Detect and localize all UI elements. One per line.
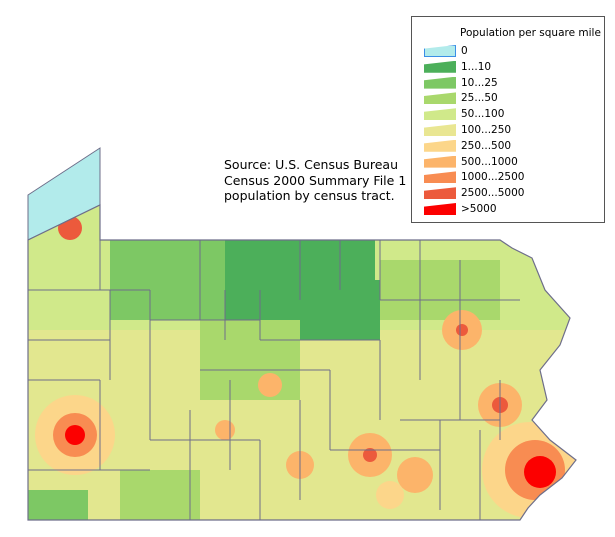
legend-label: 25...50: [461, 92, 498, 105]
legend-item: 2500...5000: [424, 186, 524, 200]
legend-label: >5000: [461, 203, 497, 215]
legend-item: 25...50: [424, 91, 498, 105]
legend-item: 500...1000: [424, 155, 518, 169]
legend-label: 50...100: [461, 108, 505, 121]
source-line: Source: U.S. Census Bureau: [224, 157, 399, 172]
legend-swatch: [424, 124, 456, 136]
legend-item: 50...100: [424, 107, 504, 121]
legend-swatch: [424, 155, 456, 168]
legend-swatch: [424, 60, 456, 73]
legend-swatch: [424, 139, 456, 152]
source-line: population by census tract.: [224, 188, 395, 203]
legend-item: 100...250: [424, 123, 511, 137]
legend-swatch: [424, 108, 456, 121]
legend-swatch: [424, 203, 456, 215]
legend-label: 0: [461, 45, 468, 57]
legend-swatch: [424, 187, 456, 200]
legend-label: 250...500: [461, 139, 512, 152]
legend-item: >5000: [424, 202, 497, 216]
state-outline: [27, 204, 577, 521]
legend-item: 1000...2500: [424, 170, 524, 184]
legend-title: Population per square mile: [460, 27, 601, 39]
legend-label: 2500...5000: [461, 187, 525, 200]
legend-item: 1...10: [424, 60, 491, 74]
source-note: Source: U.S. Census Bureau Census 2000 S…: [224, 157, 406, 204]
legend-label: 1...10: [461, 60, 492, 73]
legend-label: 100...250: [461, 124, 512, 136]
legend-swatch: [424, 92, 456, 105]
legend-swatch: [424, 45, 456, 57]
legend-label: 1000...2500: [461, 171, 525, 184]
legend-label: 500...1000: [461, 155, 518, 168]
source-line: Census 2000 Summary File 1: [224, 172, 407, 188]
legend-swatch: [424, 76, 456, 89]
census-tracts: [28, 205, 576, 520]
legend: Population per square mile 0 1...10 10...2…: [411, 16, 605, 223]
legend-swatch: [424, 171, 456, 184]
legend-label: 10...25: [461, 76, 498, 89]
county-borders: [28, 240, 520, 520]
legend-item: 250...500: [424, 139, 511, 153]
legend-item: 10...25: [424, 76, 498, 90]
legend-item: 0: [424, 44, 468, 58]
